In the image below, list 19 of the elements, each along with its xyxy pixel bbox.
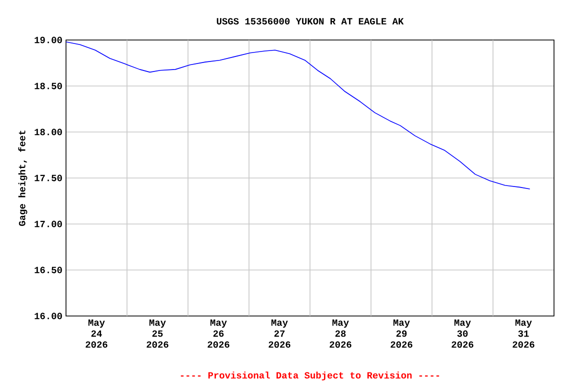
x-tick-label: May 26 2026 — [208, 320, 230, 348]
y-tick-label: 19.00 — [34, 36, 62, 44]
x-tick-label: May 28 2026 — [330, 320, 352, 348]
y-tick-label: 16.00 — [34, 312, 62, 320]
y-tick-label: 18.00 — [34, 128, 62, 136]
line-series — [66, 41, 530, 190]
y-tick-label: 17.50 — [34, 174, 62, 182]
text: ---- Provisional Data Subject to Revision ---- — [180, 372, 440, 380]
x-tick-label: May 31 2026 — [512, 320, 534, 348]
y-axis-title: Gage height, feet — [18, 130, 28, 226]
x-tick-label: May 24 2026 — [86, 320, 108, 348]
y-tick-label: 16.50 — [34, 266, 62, 274]
y-tick-label: 17.00 — [34, 220, 62, 228]
x-tick-label: May 25 2026 — [146, 320, 168, 348]
x-tick-label: May 29 2026 — [390, 320, 412, 348]
x-tick-label: May 27 2026 — [268, 320, 290, 348]
chart-title: USGS 15356000 YUKON R AT EAGLE AK — [216, 18, 404, 24]
y-tick-label: 18.50 — [34, 82, 62, 90]
x-tick-label: May 30 2026 — [452, 320, 474, 348]
